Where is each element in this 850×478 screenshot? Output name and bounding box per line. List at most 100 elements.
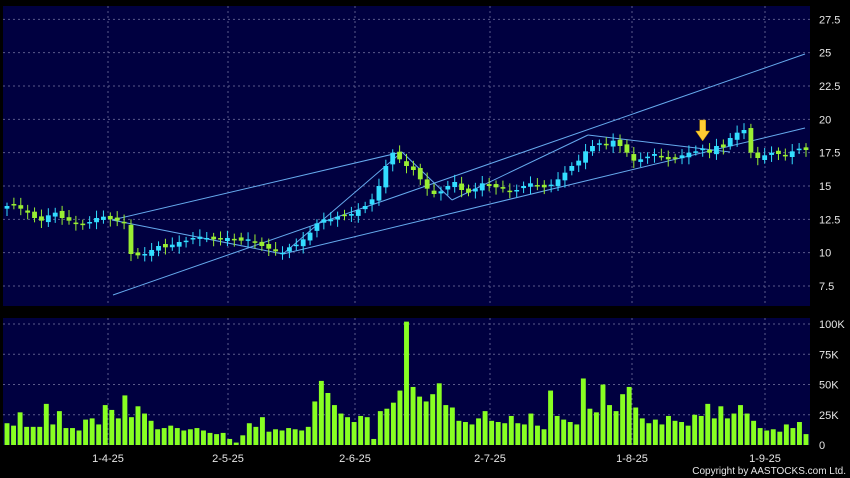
candle-body <box>4 206 10 209</box>
candle-body <box>45 215 51 223</box>
date-axis-labels: 1-4-25 2-5-25 2-6-25 2-7-25 1-8-25 1-9-25 <box>92 453 781 465</box>
candle-body <box>700 148 706 151</box>
candle-body <box>493 184 499 188</box>
volume-bar <box>397 390 403 445</box>
volume-bar <box>371 438 377 445</box>
volume-bar <box>462 422 468 445</box>
candle-body <box>459 183 465 190</box>
volume-bar <box>312 401 318 445</box>
volume-bar <box>724 418 730 445</box>
candle-body <box>66 217 72 221</box>
candle-body <box>404 161 409 166</box>
volume-bar <box>593 412 599 445</box>
candle-body <box>596 143 602 145</box>
candle-body <box>548 184 554 187</box>
candle-body <box>693 151 699 153</box>
volume-bar <box>607 405 612 445</box>
volume-bar <box>279 430 285 445</box>
volume-bar <box>744 413 750 445</box>
volume-bar <box>30 426 36 445</box>
volume-bar <box>672 420 678 445</box>
volume-bar <box>613 411 619 445</box>
candle-body <box>631 154 637 161</box>
volume-bar <box>770 429 776 445</box>
candle-body <box>686 152 692 158</box>
volume-bar <box>286 428 292 445</box>
price-tick-label: 17.5 <box>819 148 840 160</box>
volume-bar <box>711 418 717 445</box>
price-tick-label: 25 <box>819 48 831 60</box>
candle-body <box>789 151 795 157</box>
candle-body <box>776 150 781 154</box>
price-tick-label: 15 <box>819 181 831 193</box>
volume-bar <box>757 428 763 445</box>
candle-body <box>486 184 492 186</box>
volume-bar <box>803 434 809 445</box>
candle-body <box>362 206 368 210</box>
volume-bar-series <box>4 321 809 445</box>
volume-bar <box>168 425 174 445</box>
volume-bar <box>332 405 337 445</box>
volume-bar <box>148 420 154 445</box>
volume-bar <box>390 402 396 445</box>
volume-bar <box>679 422 685 445</box>
candle-body <box>245 239 251 241</box>
volume-bar <box>187 429 193 445</box>
volume-bar <box>764 430 770 445</box>
candle-body <box>114 217 120 221</box>
candle-body <box>259 241 265 246</box>
volume-bar <box>535 425 540 445</box>
volume-bar <box>430 394 436 445</box>
volume-bar <box>63 428 69 445</box>
candle-body <box>252 241 258 243</box>
candle-body <box>638 159 644 162</box>
volume-bar <box>135 406 141 445</box>
volume-tick-label: 100K <box>819 319 845 331</box>
candle-body <box>679 155 685 159</box>
date-tick-label: 2-6-25 <box>339 453 371 465</box>
volume-bar <box>751 420 757 445</box>
volume-bar <box>142 413 147 445</box>
candle-body <box>521 186 527 189</box>
volume-bar <box>253 426 259 445</box>
candle-body <box>286 247 292 252</box>
candle-body <box>562 172 568 181</box>
volume-bar <box>76 430 82 445</box>
volume-bar <box>43 403 49 445</box>
candle-body <box>390 152 396 165</box>
candle-body <box>73 222 79 225</box>
candle-body <box>782 154 788 157</box>
copyright-text: Copyright by AASTOCKS.com Ltd. <box>692 466 846 477</box>
candle-body <box>39 216 44 221</box>
volume-bar <box>567 422 573 445</box>
volume-bar <box>273 429 278 445</box>
candle-body <box>445 186 451 190</box>
volume-bar <box>502 423 508 445</box>
candle-body <box>734 132 740 140</box>
price-tick-label: 27.5 <box>819 14 840 26</box>
candle-body <box>307 232 313 241</box>
candle-body <box>417 168 423 180</box>
volume-bar <box>646 423 652 445</box>
volume-bar <box>161 428 167 445</box>
volume-bar <box>318 380 324 445</box>
candle-body <box>211 236 217 240</box>
candlestick-series <box>4 123 809 262</box>
candle-body <box>714 146 719 155</box>
price-axis-labels: 7.5 10 12.5 15 17.5 20 22.5 25 27.5 <box>819 14 840 293</box>
volume-bar <box>17 412 23 445</box>
candle-body <box>169 244 175 248</box>
date-tick-label: 2-7-25 <box>474 453 506 465</box>
volume-bar <box>56 411 62 445</box>
trendline <box>112 53 806 296</box>
date-tick-label: 1-4-25 <box>92 453 124 465</box>
volume-bar <box>561 419 567 445</box>
volume-bar <box>587 408 593 445</box>
volume-bar <box>181 430 187 445</box>
candle-body <box>431 190 437 194</box>
volume-bar <box>220 432 226 445</box>
candle-body <box>156 246 161 251</box>
candle-body <box>135 252 141 256</box>
volume-tick-label: 75K <box>819 349 839 361</box>
